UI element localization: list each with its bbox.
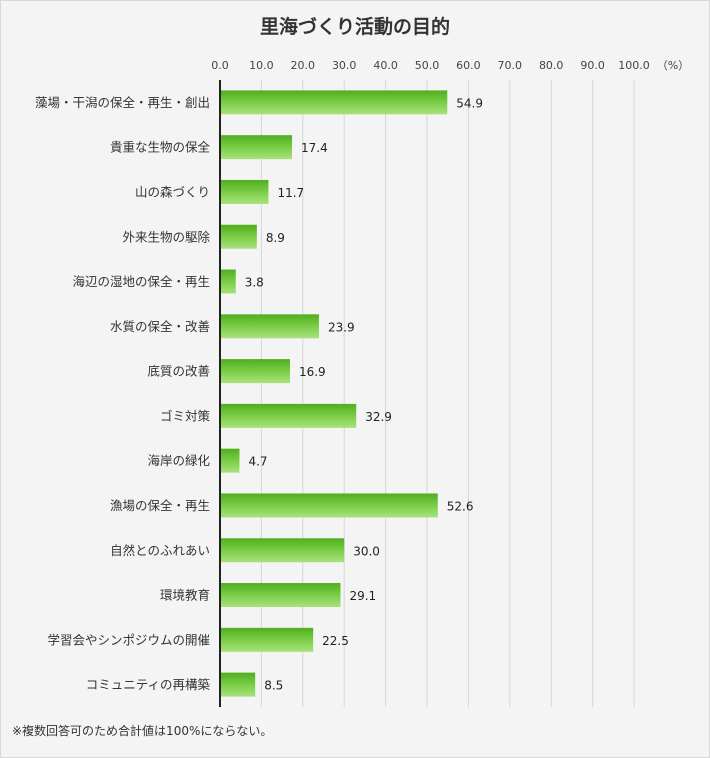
value-label: 23.9 bbox=[328, 320, 355, 334]
category-label: 海辺の湿地の保全・再生 bbox=[72, 274, 210, 289]
value-labels: 54.9 17.4 11.7 8.9 3.8 23.9 16.9 32.9 4.7 52.6 30.… bbox=[245, 96, 483, 692]
bar bbox=[220, 269, 236, 294]
category-label: 自然とのふれあい bbox=[110, 543, 210, 558]
bar bbox=[220, 493, 438, 518]
category-label: 山の森づくり bbox=[135, 184, 210, 199]
x-tick-label: 60.0 bbox=[456, 59, 481, 72]
bar bbox=[220, 448, 240, 473]
x-tick-label: 70.0 bbox=[498, 59, 523, 72]
category-label: コミュニティの再構築 bbox=[86, 677, 211, 692]
bar bbox=[220, 135, 293, 160]
value-label: 52.6 bbox=[447, 499, 474, 513]
category-label: 水質の保全・改善 bbox=[110, 319, 210, 334]
value-label: 3.8 bbox=[245, 276, 264, 290]
footnote: ※複数回答可のため合計値は100%にならない。 bbox=[12, 724, 273, 738]
grid-lines bbox=[260, 80, 635, 707]
bar bbox=[220, 359, 290, 384]
x-tick-label: 90.0 bbox=[580, 59, 605, 72]
value-label: 16.9 bbox=[299, 365, 326, 379]
x-tick-label: 50.0 bbox=[415, 59, 440, 72]
value-label: 11.7 bbox=[277, 186, 304, 200]
value-label: 4.7 bbox=[248, 455, 267, 469]
x-tick-label: 30.0 bbox=[332, 59, 357, 72]
bar bbox=[220, 179, 269, 204]
bar bbox=[220, 627, 314, 652]
value-label: 8.9 bbox=[266, 231, 285, 245]
x-axis-ticks: 0.0 10.0 20.0 30.0 40.0 50.0 60.0 70.0 80.0 90.0 1… bbox=[211, 59, 650, 72]
value-label: 8.5 bbox=[264, 679, 283, 693]
bar bbox=[220, 583, 341, 608]
category-label: 海岸の緑化 bbox=[147, 453, 210, 468]
unit-label: （%） bbox=[657, 59, 689, 72]
value-label: 17.4 bbox=[301, 141, 328, 155]
bars bbox=[220, 90, 448, 697]
x-tick-label: 40.0 bbox=[373, 59, 398, 72]
category-label: 貴重な生物の保全 bbox=[110, 140, 211, 155]
x-tick-label: 80.0 bbox=[539, 59, 564, 72]
category-label: 外来生物の駆除 bbox=[122, 229, 210, 244]
x-tick-label: 0.0 bbox=[211, 59, 229, 72]
category-label: ゴミ対策 bbox=[160, 408, 211, 423]
value-label: 30.0 bbox=[353, 544, 380, 558]
value-label: 22.5 bbox=[322, 634, 349, 648]
x-tick-label: 10.0 bbox=[249, 59, 274, 72]
bar bbox=[220, 538, 345, 563]
category-label: 漁場の保全・再生 bbox=[110, 498, 210, 513]
category-labels: 藻場・干潟の保全・再生・創出貴重な生物の保全山の森づくり外来生物の駆除海辺の湿地… bbox=[35, 95, 211, 692]
bar bbox=[220, 90, 448, 115]
x-tick-label: 20.0 bbox=[291, 59, 316, 72]
bar bbox=[220, 314, 319, 339]
bar bbox=[220, 672, 256, 697]
category-label: 環境教育 bbox=[160, 588, 210, 603]
category-label: 藻場・干潟の保全・再生・創出 bbox=[35, 95, 210, 110]
bar bbox=[220, 224, 257, 249]
value-label: 32.9 bbox=[365, 410, 392, 424]
bar bbox=[220, 403, 357, 428]
value-label: 29.1 bbox=[349, 589, 376, 603]
category-label: 学習会やシンポジウムの開催 bbox=[47, 632, 210, 647]
chart-title: 里海づくり活動の目的 bbox=[259, 16, 450, 38]
value-label: 54.9 bbox=[456, 96, 483, 110]
category-label: 底質の改善 bbox=[147, 364, 210, 379]
x-tick-label: 100.0 bbox=[618, 59, 650, 72]
